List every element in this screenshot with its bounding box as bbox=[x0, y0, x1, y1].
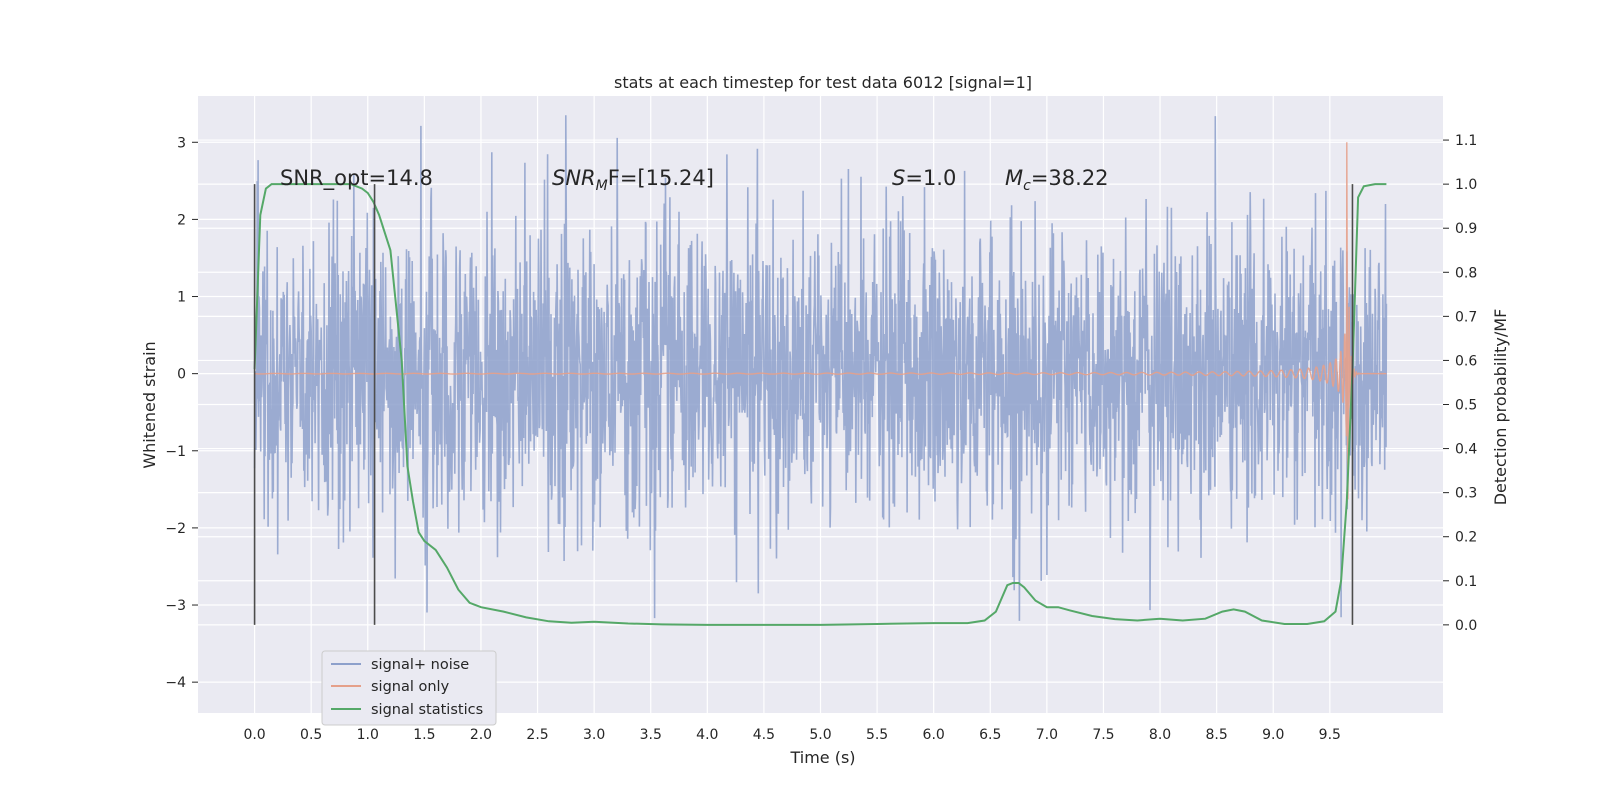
y2-tick-label: 0.0 bbox=[1455, 618, 1477, 634]
x-tick-label: 2.0 bbox=[470, 727, 492, 743]
legend: signal+ noise signal only signal statist… bbox=[321, 650, 497, 726]
y-tick-label: 0 bbox=[177, 367, 186, 383]
annotation-s-prefix: S bbox=[892, 166, 905, 190]
x-tick-label: 3.5 bbox=[640, 727, 662, 743]
x-tick-label: 4.5 bbox=[753, 727, 775, 743]
y2-tick-label: 0.6 bbox=[1455, 353, 1477, 369]
y-tick-label: 1 bbox=[177, 290, 186, 306]
x-tick-label: 6.0 bbox=[923, 727, 945, 743]
y-tick-label: −1 bbox=[165, 444, 186, 460]
y2-tick-label: 0.5 bbox=[1455, 398, 1477, 414]
x-tick-label: 2.5 bbox=[526, 727, 548, 743]
x-tick-label: 0.0 bbox=[243, 727, 265, 743]
legend-label-signal-statistics: signal statistics bbox=[371, 702, 483, 718]
annotation-s-suffix: =1.0 bbox=[905, 166, 956, 190]
x-tick-label: 7.0 bbox=[1036, 727, 1058, 743]
x-tick-label: 1.0 bbox=[357, 727, 379, 743]
chart-title: stats at each timestep for test data 601… bbox=[614, 73, 1032, 92]
x-tick-label: 9.5 bbox=[1319, 727, 1341, 743]
y2-axis-label: Detection probability/MF bbox=[1491, 309, 1510, 506]
series-signal-noise bbox=[253, 115, 1388, 621]
annotation-mc-value: Mc=38.22 bbox=[1005, 166, 1109, 194]
x-tick-label: 9.0 bbox=[1262, 727, 1284, 743]
y2-tick-label: 1.0 bbox=[1455, 177, 1477, 193]
y2-tick-label: 0.4 bbox=[1455, 442, 1477, 458]
y-tick-label: 2 bbox=[177, 212, 186, 228]
y-tick-label: 3 bbox=[177, 135, 186, 151]
annotation-mc-prefix: M bbox=[1005, 166, 1023, 190]
x-tick-label: 8.5 bbox=[1206, 727, 1228, 743]
legend-label-signal-noise: signal+ noise bbox=[371, 657, 469, 673]
y-axis-label: Whitened strain bbox=[140, 341, 159, 468]
legend-box bbox=[321, 650, 497, 726]
y2-tick-label: 0.7 bbox=[1455, 309, 1477, 325]
annotation-snr-opt: SNR_opt=14.8 bbox=[280, 166, 433, 191]
annotation-snr-mf-sub: M bbox=[596, 178, 608, 194]
y2-tick-label: 0.1 bbox=[1455, 574, 1477, 590]
x-tick-label: 3.0 bbox=[583, 727, 605, 743]
x-tick-label: 5.0 bbox=[809, 727, 831, 743]
x-tick-label: 6.5 bbox=[979, 727, 1001, 743]
x-tick-label: 4.0 bbox=[696, 727, 718, 743]
y2-tick-label: 1.1 bbox=[1455, 133, 1477, 149]
x-tick-label: 5.5 bbox=[866, 727, 888, 743]
y-tick-label: −3 bbox=[165, 598, 186, 614]
annotation-mc-sub: c bbox=[1023, 178, 1031, 194]
legend-label-signal-only: signal only bbox=[371, 679, 450, 695]
x-axis-label: Time (s) bbox=[789, 748, 855, 767]
annotation-snr-mf-suffix: F=[15.24] bbox=[608, 166, 714, 190]
annotation-mc-suffix: =38.22 bbox=[1031, 166, 1109, 190]
annotation-snr-mf: SNRMF=[15.24] bbox=[552, 166, 714, 194]
y2-tick-label: 0.2 bbox=[1455, 530, 1477, 546]
y2-tick-label: 0.9 bbox=[1455, 221, 1477, 237]
annotation-snr-mf-prefix: SNR bbox=[552, 166, 596, 190]
x-tick-label: 7.5 bbox=[1092, 727, 1114, 743]
x-tick-label: 1.5 bbox=[413, 727, 435, 743]
y2-tick-label: 0.8 bbox=[1455, 265, 1477, 281]
x-tick-label: 8.0 bbox=[1149, 727, 1171, 743]
y2-tick-label: 0.3 bbox=[1455, 486, 1477, 502]
y-tick-label: −2 bbox=[165, 521, 186, 537]
x-tick-label: 0.5 bbox=[300, 727, 322, 743]
series-signal-only bbox=[254, 142, 1387, 500]
y-tick-label: −4 bbox=[165, 675, 186, 691]
annotation-s-value: S=1.0 bbox=[892, 166, 956, 190]
